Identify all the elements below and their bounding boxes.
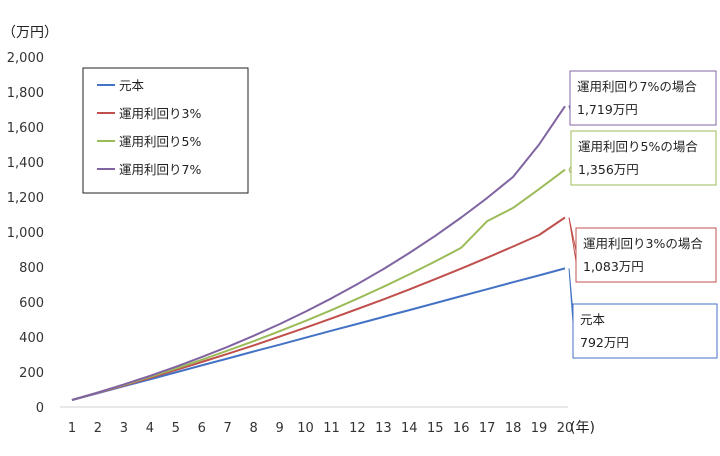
legend-label: 元本 (119, 78, 145, 93)
legend-label: 運用利回り5% (119, 134, 201, 149)
legend-box (82, 67, 249, 194)
callout: 運用利回り5%の場合 1,356万円 (568, 130, 717, 186)
y-tick-label: 600 (19, 296, 44, 311)
callout-title: 運用利回り5%の場合 (578, 139, 698, 154)
x-tick-label: 10 (297, 421, 314, 436)
x-tick-label: 18 (505, 421, 522, 436)
x-axis-ticks: 1 2 3 4 5 6 7 8 9 10 11 12 13 14 15 16 17 18 19 20 (68, 421, 573, 436)
x-axis-unit: (年) (570, 420, 595, 436)
y-tick-label: 0 (36, 401, 44, 416)
x-tick-label: 8 (249, 421, 257, 436)
callout: 元本 792万円 (568, 268, 718, 359)
x-tick-label: 14 (401, 421, 418, 436)
y-tick-label: 800 (19, 261, 44, 276)
callout-box (569, 70, 717, 126)
callout-value: 1,719万円 (577, 102, 638, 117)
x-tick-label: 16 (453, 421, 470, 436)
x-tick-label: 9 (275, 421, 283, 436)
y-tick-label: 1,800 (7, 86, 44, 101)
y-tick-label: 400 (19, 331, 44, 346)
x-tick-label: 4 (146, 421, 154, 436)
callout-value: 1,083万円 (583, 259, 644, 274)
callout: 運用利回り7%の場合 1,719万円 (568, 70, 717, 126)
y-tick-label: 1,200 (7, 191, 44, 206)
x-tick-label: 5 (172, 421, 180, 436)
series-line-1 (71, 216, 566, 401)
callout-title: 運用利回り3%の場合 (583, 236, 703, 251)
y-axis-unit: （万円） (2, 25, 58, 41)
callout-title: 運用利回り7%の場合 (577, 79, 697, 94)
series-line-0 (71, 267, 566, 401)
x-tick-label: 15 (427, 421, 444, 436)
x-tick-label: 1 (68, 421, 76, 436)
series-lines (71, 105, 566, 401)
x-tick-label: 6 (198, 421, 206, 436)
y-tick-label: 200 (19, 366, 44, 381)
callout: 運用利回り3%の場合 1,083万円 (568, 217, 717, 283)
series-line-2 (71, 168, 566, 401)
y-tick-label: 1,600 (7, 121, 44, 136)
y-tick-label: 1,400 (7, 156, 44, 171)
x-tick-label: 2 (94, 421, 102, 436)
callout-value: 1,356万円 (578, 162, 639, 177)
x-tick-label: 17 (479, 421, 496, 436)
callout-title: 元本 (580, 312, 606, 327)
x-tick-label: 19 (531, 421, 548, 436)
callout-box (575, 227, 717, 283)
x-tick-label: 13 (375, 421, 392, 436)
x-tick-label: 12 (349, 421, 366, 436)
x-tick-label: 3 (120, 421, 128, 436)
callout-value: 792万円 (580, 335, 629, 350)
legend-label: 運用利回り3% (119, 106, 201, 121)
callout-box (572, 303, 718, 359)
series-line-3 (71, 105, 566, 401)
x-tick-label: 20 (557, 421, 574, 436)
y-tick-label: 1,000 (7, 226, 44, 241)
x-tick-label: 7 (224, 421, 232, 436)
x-tick-label: 11 (323, 421, 340, 436)
y-axis-ticks: 0 200 400 600 800 1,000 1,200 1,400 1,600 1,800 2,… (7, 51, 44, 416)
y-tick-label: 2,000 (7, 51, 44, 66)
callout-box (570, 130, 717, 186)
legend-label: 運用利回り7% (119, 162, 201, 177)
